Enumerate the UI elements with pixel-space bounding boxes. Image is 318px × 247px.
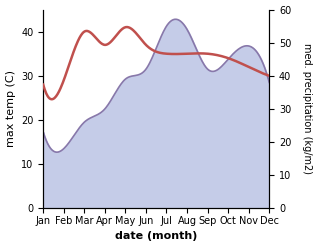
Y-axis label: med. precipitation (kg/m2): med. precipitation (kg/m2) <box>302 43 313 174</box>
X-axis label: date (month): date (month) <box>115 231 197 242</box>
Y-axis label: max temp (C): max temp (C) <box>5 70 16 147</box>
